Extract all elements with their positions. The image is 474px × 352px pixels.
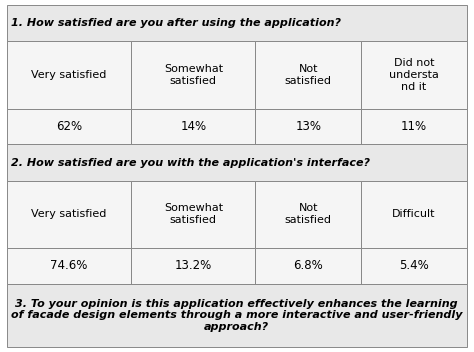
- Text: 14%: 14%: [180, 120, 206, 133]
- Text: Not
satisfied: Not satisfied: [285, 64, 332, 86]
- Bar: [131, 181, 255, 248]
- Text: 3. To your opinion is this application effectively enhances the learning
of faca: 3. To your opinion is this application e…: [11, 298, 463, 332]
- Bar: [7, 248, 131, 284]
- Text: 74.6%: 74.6%: [51, 259, 88, 272]
- Text: 62%: 62%: [56, 120, 82, 133]
- Text: 6.8%: 6.8%: [293, 259, 323, 272]
- Text: Somewhat
satisfied: Somewhat satisfied: [164, 203, 223, 225]
- Bar: [7, 284, 467, 347]
- Bar: [361, 42, 467, 109]
- Text: Very satisfied: Very satisfied: [31, 70, 107, 80]
- Bar: [255, 42, 361, 109]
- Bar: [7, 181, 131, 248]
- Text: Very satisfied: Very satisfied: [31, 209, 107, 219]
- Bar: [361, 248, 467, 284]
- Bar: [131, 109, 255, 144]
- Bar: [131, 248, 255, 284]
- Bar: [255, 109, 361, 144]
- Text: 13.2%: 13.2%: [175, 259, 212, 272]
- Bar: [361, 181, 467, 248]
- Bar: [7, 144, 467, 181]
- Bar: [7, 109, 131, 144]
- Text: Somewhat
satisfied: Somewhat satisfied: [164, 64, 223, 86]
- Text: 5.4%: 5.4%: [399, 259, 429, 272]
- Bar: [255, 181, 361, 248]
- Text: Did not
understa
nd it: Did not understa nd it: [389, 58, 439, 92]
- Bar: [255, 248, 361, 284]
- Text: 1. How satisfied are you after using the application?: 1. How satisfied are you after using the…: [11, 18, 341, 28]
- Bar: [7, 5, 467, 42]
- Text: 2. How satisfied are you with the application's interface?: 2. How satisfied are you with the applic…: [11, 157, 370, 168]
- Bar: [361, 109, 467, 144]
- Bar: [7, 42, 131, 109]
- Text: 13%: 13%: [295, 120, 321, 133]
- Text: Difficult: Difficult: [392, 209, 436, 219]
- Text: Not
satisfied: Not satisfied: [285, 203, 332, 225]
- Bar: [131, 42, 255, 109]
- Text: 11%: 11%: [401, 120, 427, 133]
